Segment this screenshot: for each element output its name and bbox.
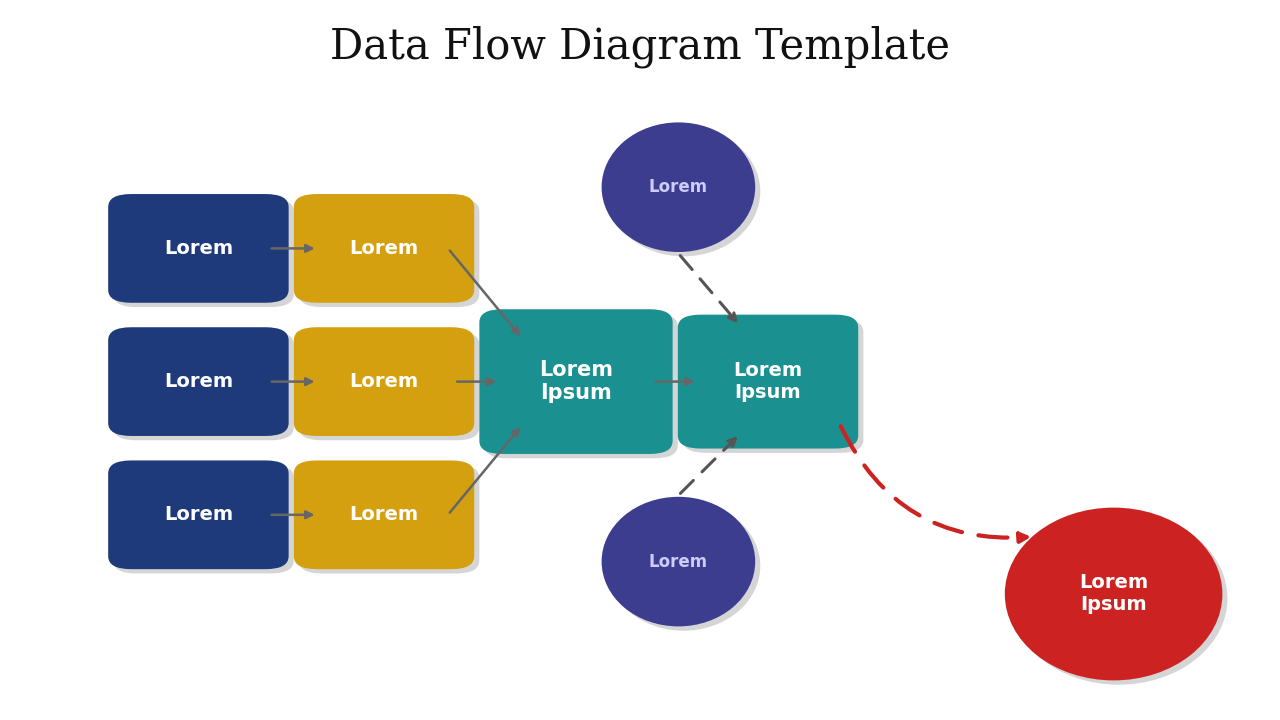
FancyArrowPatch shape: [271, 378, 312, 385]
FancyBboxPatch shape: [109, 327, 289, 436]
FancyArrowPatch shape: [449, 251, 518, 334]
Text: Lorem: Lorem: [164, 505, 233, 524]
FancyArrowPatch shape: [271, 245, 312, 252]
FancyBboxPatch shape: [480, 310, 673, 454]
Ellipse shape: [602, 497, 755, 626]
FancyBboxPatch shape: [114, 331, 294, 441]
FancyBboxPatch shape: [109, 194, 289, 302]
FancyBboxPatch shape: [678, 315, 859, 449]
Text: Data Flow Diagram Template: Data Flow Diagram Template: [330, 25, 950, 68]
Text: Lorem: Lorem: [164, 372, 233, 391]
Text: Lorem
Ipsum: Lorem Ipsum: [733, 361, 803, 402]
FancyBboxPatch shape: [294, 327, 475, 436]
FancyBboxPatch shape: [300, 198, 480, 307]
Text: Lorem: Lorem: [164, 239, 233, 258]
FancyBboxPatch shape: [684, 319, 864, 453]
Text: Lorem: Lorem: [349, 239, 419, 258]
FancyBboxPatch shape: [294, 461, 475, 569]
FancyArrowPatch shape: [681, 438, 736, 493]
FancyBboxPatch shape: [485, 314, 678, 459]
Text: Lorem
Ipsum: Lorem Ipsum: [1079, 574, 1148, 614]
FancyBboxPatch shape: [300, 331, 480, 441]
FancyBboxPatch shape: [300, 465, 480, 573]
Text: Lorem: Lorem: [349, 505, 419, 524]
Text: Lorem: Lorem: [349, 372, 419, 391]
FancyArrowPatch shape: [449, 429, 518, 513]
Ellipse shape: [607, 501, 760, 631]
FancyArrowPatch shape: [271, 511, 312, 518]
Ellipse shape: [602, 122, 755, 252]
FancyArrowPatch shape: [457, 378, 494, 385]
Text: Lorem: Lorem: [649, 179, 708, 197]
Text: Lorem: Lorem: [649, 553, 708, 570]
FancyBboxPatch shape: [114, 465, 294, 573]
FancyArrowPatch shape: [841, 426, 1027, 542]
Text: Lorem
Ipsum: Lorem Ipsum: [539, 360, 613, 403]
FancyBboxPatch shape: [294, 194, 475, 302]
FancyBboxPatch shape: [114, 198, 294, 307]
Ellipse shape: [1005, 508, 1222, 680]
Ellipse shape: [1010, 512, 1228, 685]
FancyArrowPatch shape: [680, 256, 736, 320]
FancyBboxPatch shape: [109, 461, 289, 569]
FancyArrowPatch shape: [655, 378, 692, 385]
Ellipse shape: [607, 127, 760, 256]
